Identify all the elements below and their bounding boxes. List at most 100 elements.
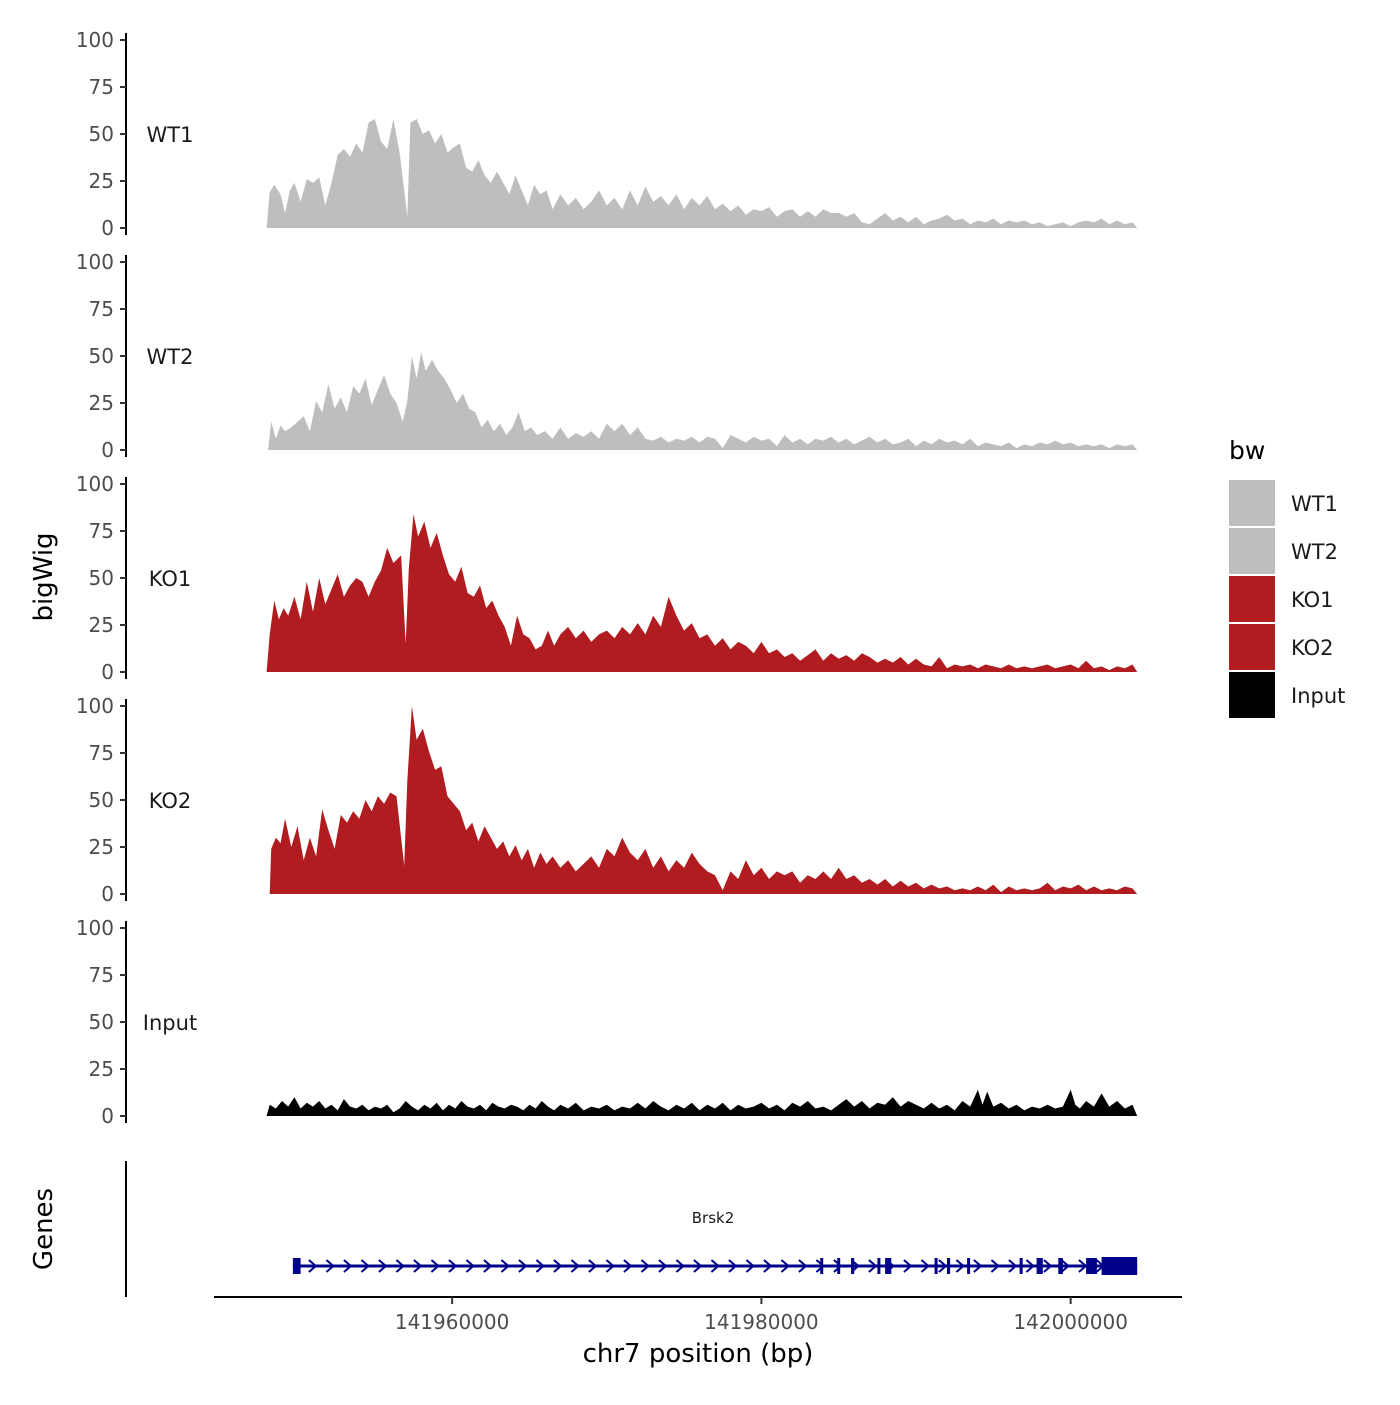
gene-strand-arrow-1 [325,1259,335,1273]
y-tick-label-input-100: 100 [76,916,114,940]
legend-label-ko2: KO2 [1291,636,1334,660]
gene-strand-arrow-42 [1043,1259,1053,1273]
gene-strand-arrow-6 [413,1259,423,1273]
gene-strand-arrow-22 [693,1259,703,1273]
gene-strand-arrow-0 [308,1259,318,1273]
y-tick-label-ko1-75: 75 [89,519,114,543]
track-panel-wt1: 0 25 50 75 100 WT1 [76,28,1138,240]
gene-strand-arrow-43 [1060,1259,1070,1273]
gene-exon-10 [1036,1258,1043,1274]
gene-strand-arrow-39 [990,1259,1000,1273]
y-tick-label-ko2-0: 0 [101,882,114,906]
track-label-wt2: WT2 [147,345,194,369]
x-tick-label-2: 142000000 [1013,1310,1128,1334]
track-panels: 0255075100WT10255075100WT20255075100KO10… [76,28,1138,1128]
gene-panel: Brsk2 [125,1161,1138,1297]
gene-strand-arrow-29 [815,1259,825,1273]
gene-strand-arrow-38 [973,1259,983,1273]
y-tick-label-ko1-25: 25 [89,613,114,637]
track-label-input: Input [143,1011,197,1035]
legend-label-wt2: WT2 [1291,540,1338,564]
gene-exon-2 [837,1258,841,1274]
legend-swatch-wt2 [1229,528,1275,574]
legend-items: WT1 WT2 KO1 KO2 Input [1229,480,1345,718]
gene-strand-arrow-5 [395,1259,405,1273]
y-tick-label-input-25: 25 [89,1057,114,1081]
gene-strand-arrow-18 [623,1259,633,1273]
y-tick-label-wt1-0: 0 [101,216,114,240]
legend-title: bw [1229,436,1265,465]
gene-name-label: Brsk2 [692,1209,735,1227]
legend: bw WT1 WT2 KO1 KO2 Input [1229,436,1345,718]
y-tick-label-ko1-50: 50 [89,566,114,590]
y-tick-label-input-75: 75 [89,963,114,987]
gene-strand-arrow-40 [1008,1259,1018,1273]
x-axis: 141960000 141980000 142000000 [214,1296,1182,1334]
gene-exon-9 [1019,1258,1023,1274]
coverage-area-ko2 [269,706,1138,894]
y-tick-label-ko2-100: 100 [76,694,114,718]
legend-label-wt1: WT1 [1291,492,1338,516]
gene-track-title: Genes [29,1188,59,1270]
y-tick-label-ko1-100: 100 [76,472,114,496]
coverage-area-wt2 [268,352,1138,450]
gene-strand-arrow-36 [938,1259,948,1273]
coverage-area-wt1 [266,119,1138,228]
gene-strand-arrow-20 [658,1259,668,1273]
y-tick-label-ko2-25: 25 [89,835,114,859]
y-tick-label-wt1-50: 50 [89,122,114,146]
track-label-ko2: KO2 [149,789,192,813]
gene-strand-arrow-21 [675,1259,685,1273]
track-panel-ko1: 0 25 50 75 100 KO1 [76,472,1138,684]
gene-strand-arrow-44 [1078,1259,1088,1273]
gene-strand-arrow-16 [588,1259,598,1273]
legend-swatch-ko1 [1229,576,1275,622]
track-label-wt1: WT1 [147,123,194,147]
gene-exon-3 [851,1258,855,1274]
gene-strand-arrow-4 [378,1259,388,1273]
gene-strand-arrow-9 [465,1259,475,1273]
legend-swatch-ko2 [1229,624,1275,670]
gene-strand-arrow-27 [780,1259,790,1273]
y-tick-label-input-0: 0 [101,1104,114,1128]
track-label-ko1: KO1 [149,567,192,591]
y-tick-label-wt1-100: 100 [76,28,114,52]
legend-swatch-input [1229,672,1275,718]
gene-exon-8 [967,1258,971,1274]
coverage-area-input [266,1089,1138,1116]
y-tick-label-ko2-75: 75 [89,741,114,765]
gene-exon-7 [947,1258,951,1274]
gene-exon-6 [934,1258,938,1274]
gene-strand-arrow-7 [430,1259,440,1273]
gene-strand-arrow-11 [500,1259,510,1273]
gene-strand-arrows [308,1259,1123,1273]
gene-strand-arrow-8 [448,1259,458,1273]
coverage-area-ko1 [266,514,1138,672]
gene-strand-arrow-26 [763,1259,773,1273]
gene-strand-arrow-10 [483,1259,493,1273]
gene-strand-arrow-15 [570,1259,580,1273]
gene-strand-arrow-30 [833,1259,843,1273]
gene-strand-arrow-19 [640,1259,650,1273]
gene-strand-arrow-3 [360,1259,370,1273]
track-panel-ko2: 0 25 50 75 100 KO2 [76,694,1138,906]
y-tick-label-wt2-100: 100 [76,250,114,274]
gene-strand-arrow-12 [518,1259,528,1273]
gene-strand-arrow-23 [710,1259,720,1273]
gene-strand-arrow-28 [798,1259,808,1273]
y-tick-label-input-50: 50 [89,1010,114,1034]
gene-strand-arrow-41 [1025,1259,1035,1273]
gene-exon-11 [1058,1258,1063,1274]
gene-model [292,1257,1138,1275]
gene-exon-0 [292,1258,301,1274]
x-axis-title: chr7 position (bp) [583,1339,814,1369]
gene-strand-arrow-13 [535,1259,545,1273]
legend-label-ko1: KO1 [1291,588,1334,612]
gene-exon-1 [820,1258,824,1274]
x-tick-label-1: 141980000 [704,1310,819,1334]
legend-label-input: Input [1291,684,1345,708]
gene-strand-arrow-34 [903,1259,913,1273]
gene-exon-4 [877,1258,881,1274]
y-tick-label-wt2-75: 75 [89,297,114,321]
